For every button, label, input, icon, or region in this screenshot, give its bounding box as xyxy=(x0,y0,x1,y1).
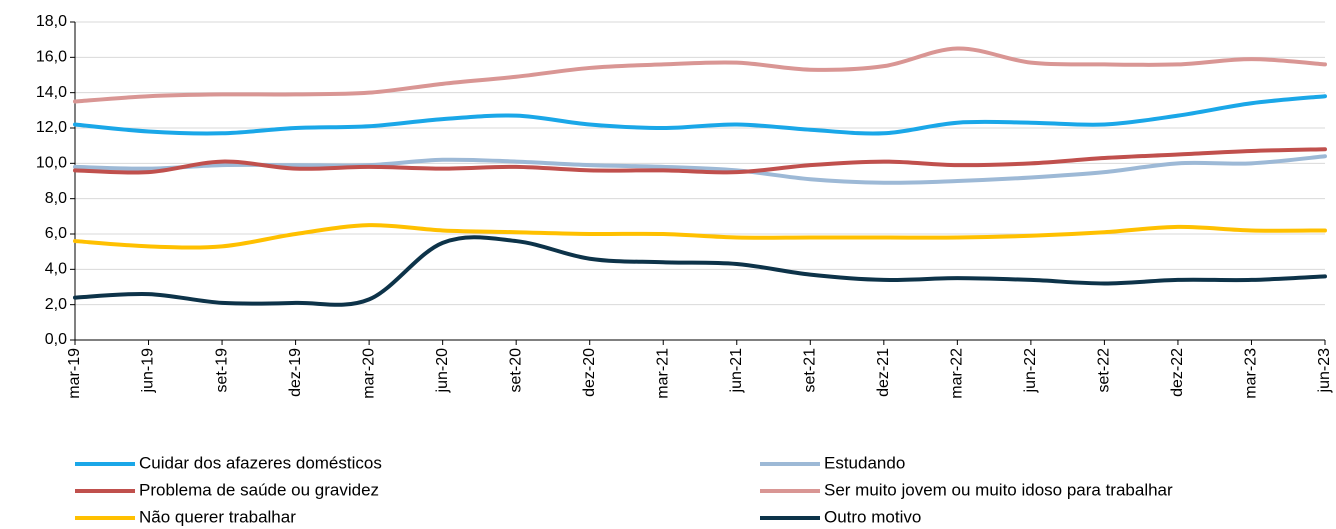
x-tick-label: dez-21 xyxy=(875,348,892,397)
x-tick-label: jun-22 xyxy=(1022,348,1039,394)
x-tick-label: set-22 xyxy=(1096,348,1113,393)
x-tick-label: jun-19 xyxy=(140,348,157,394)
x-tick-label: mar-20 xyxy=(360,348,377,399)
x-tick-label: set-20 xyxy=(507,348,524,393)
y-tick-label: 18,0 xyxy=(36,13,67,30)
y-tick-label: 14,0 xyxy=(36,84,67,101)
x-tick-label: mar-23 xyxy=(1243,348,1260,399)
series-line xyxy=(73,154,1327,185)
y-tick-label: 6,0 xyxy=(45,225,67,242)
y-tick-label: 2,0 xyxy=(45,296,67,313)
x-tick-label: mar-21 xyxy=(654,348,671,399)
x-tick-label: set-21 xyxy=(802,348,819,393)
legend-label: Ser muito jovem ou muito idoso para trab… xyxy=(824,480,1173,499)
y-tick-label: 4,0 xyxy=(45,261,67,278)
x-tick-label: dez-19 xyxy=(287,348,304,397)
series-line xyxy=(73,235,1327,307)
series-line xyxy=(73,223,1327,250)
legend-label: Outro motivo xyxy=(824,507,921,526)
legend-label: Não querer trabalhar xyxy=(139,507,296,526)
x-tick-label: mar-22 xyxy=(949,348,966,399)
y-tick-label: 0,0 xyxy=(45,331,67,348)
legend-label: Estudando xyxy=(824,453,905,472)
x-tick-label: dez-20 xyxy=(581,348,598,397)
x-tick-label: set-19 xyxy=(213,348,230,393)
x-tick-label: jun-23 xyxy=(1316,348,1333,394)
y-tick-label: 10,0 xyxy=(36,155,67,172)
x-tick-label: jun-21 xyxy=(728,348,745,394)
y-tick-label: 16,0 xyxy=(36,49,67,66)
x-tick-label: dez-22 xyxy=(1169,348,1186,397)
x-tick-label: jun-20 xyxy=(434,348,451,394)
series-line xyxy=(73,94,1327,136)
series-line xyxy=(73,147,1327,175)
y-tick-label: 12,0 xyxy=(36,119,67,136)
legend-label: Problema de saúde ou gravidez xyxy=(139,480,379,499)
series-line xyxy=(73,46,1327,104)
x-tick-label: mar-19 xyxy=(66,348,83,399)
legend-label: Cuidar dos afazeres domésticos xyxy=(139,453,382,472)
y-tick-label: 8,0 xyxy=(45,190,67,207)
